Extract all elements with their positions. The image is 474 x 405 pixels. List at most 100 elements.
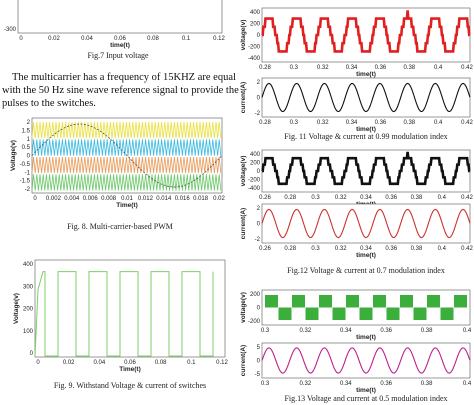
y-tick-label: 300: [23, 284, 34, 290]
x-axis-label: time(t): [110, 42, 130, 49]
x-tick-label: 0.34: [340, 328, 352, 334]
waveform: [359, 307, 373, 320]
x-axis-label: time(t): [356, 71, 376, 78]
x-tick-label: 0.28: [284, 246, 296, 252]
waveform: [332, 307, 346, 320]
x-tick-label: 0.26: [259, 246, 271, 252]
waveform: [305, 307, 319, 320]
x-tick-label: 0.02: [48, 36, 60, 42]
y-tick-label: 0: [257, 359, 261, 365]
y-tick-label: 2: [27, 120, 31, 126]
x-tick-label: 0.02: [63, 360, 75, 366]
x-tick-label: 0.36: [385, 246, 397, 252]
plot-area: [261, 203, 471, 244]
y-tick-label: -2: [255, 237, 261, 243]
waveform: [386, 307, 400, 320]
x-tick-label: 0.36: [375, 120, 387, 126]
caption: Fig.13 Voltage and current at 0.5 modula…: [284, 394, 447, 403]
x-tick-label: 0.006: [83, 196, 99, 202]
x-tick-label: 0.32: [335, 246, 347, 252]
x-tick-label: 0.42: [461, 65, 473, 71]
x-tick-label: 0.34: [360, 195, 372, 201]
x-tick-label: 0.32: [335, 195, 347, 201]
x-axis-label: Time(t): [116, 202, 138, 209]
y-tick-label: 2: [257, 206, 261, 212]
x-tick-label: 0.32: [300, 381, 312, 387]
x-tick-label: 0.36: [375, 65, 387, 71]
carrier: [31, 156, 222, 174]
x-tick-label: 0.12: [216, 360, 228, 366]
x-axis-label: time(t): [356, 334, 376, 341]
waveform: [261, 347, 471, 374]
x-tick-label: 0.3: [311, 195, 320, 201]
waveform: [440, 307, 454, 320]
x-tick-label: 0.34: [360, 246, 372, 252]
x-tick-label: 0.3: [290, 120, 299, 126]
x-tick-label: 0.1: [187, 360, 196, 366]
y-tick-label: -200: [248, 178, 261, 184]
x-tick-label: 0.34: [346, 120, 358, 126]
x-tick-label: 0.014: [156, 196, 172, 202]
y-axis-label: voltage(v): [240, 292, 247, 323]
waveform: [278, 307, 292, 320]
x-tick-label: 0.4: [434, 65, 443, 71]
y-tick-label: 400: [23, 262, 34, 268]
y-tick-label: 1: [27, 137, 31, 143]
y-tick-label: 100: [23, 329, 34, 335]
x-tick-label: 0.008: [101, 196, 117, 202]
x-tick-label: 0.012: [138, 196, 154, 202]
x-tick-label: 0.4: [438, 195, 447, 201]
x-tick-label: 0.38: [421, 381, 433, 387]
x-tick-label: 0.28: [259, 65, 271, 71]
y-axis-label: current(A): [240, 345, 247, 376]
plot-area: [261, 342, 471, 379]
y-axis-label: voltage(v): [240, 20, 247, 51]
x-tick-label: 0.34: [340, 381, 352, 387]
y-tick-label: 0: [257, 96, 261, 102]
waveform: [261, 82, 471, 113]
y-tick-label: 0: [257, 33, 261, 39]
x-tick-label: 0.01: [121, 196, 133, 202]
x-tick-label: 0.4: [463, 381, 472, 387]
x-tick-label: 0.32: [317, 120, 329, 126]
y-tick-label: 400: [250, 152, 261, 158]
x-tick-label: 0.3: [290, 65, 299, 71]
reference: [31, 123, 223, 188]
paragraph-line: The multicarrier has a frequency of 15KH…: [12, 72, 236, 83]
x-tick-label: 0.3: [311, 246, 320, 252]
y-tick-label: -2: [25, 187, 31, 193]
y-tick-label: 0.5: [22, 145, 31, 151]
x-tick-label: 0.32: [300, 328, 312, 334]
y-tick-label: 200: [23, 307, 34, 313]
y-axis-label: voltage(v): [240, 156, 247, 187]
x-tick-label: 0.3: [261, 328, 270, 334]
waveform: [292, 295, 305, 308]
waveform: [427, 295, 440, 308]
caption: Fig.7 Input voltage: [87, 51, 149, 60]
y-tick-label: -400: [248, 56, 261, 62]
x-tick-label: 0.38: [411, 246, 423, 252]
x-axis-label: time(t): [356, 126, 376, 133]
x-tick-label: 0.004: [64, 196, 80, 202]
x-tick-label: 0.4: [463, 328, 472, 334]
carrier: [31, 174, 222, 191]
y-tick-label: 2: [257, 80, 261, 86]
x-tick-label: 0.28: [284, 195, 296, 201]
waveform: [346, 295, 359, 308]
waveform: [400, 295, 413, 308]
x-tick-label: 0.38: [421, 328, 433, 334]
x-tick-label: 0.38: [403, 65, 415, 71]
y-tick-label: 5: [257, 345, 261, 351]
x-axis-label: time(t): [356, 252, 376, 259]
plot-area: [261, 7, 471, 63]
x-tick-label: 0.018: [193, 196, 209, 202]
x-tick-label: 0.02: [213, 196, 225, 202]
x-tick-label: 0.28: [259, 120, 271, 126]
caption: Fig. 11 Voltage & current at 0.99 modula…: [284, 132, 447, 141]
x-tick-label: 0.36: [380, 381, 392, 387]
x-axis-label: Time(t): [119, 366, 141, 373]
y-tick-label: -5: [255, 372, 261, 378]
x-tick-label: 0.42: [461, 120, 473, 126]
y-axis-label: Voltage(v): [10, 140, 17, 171]
